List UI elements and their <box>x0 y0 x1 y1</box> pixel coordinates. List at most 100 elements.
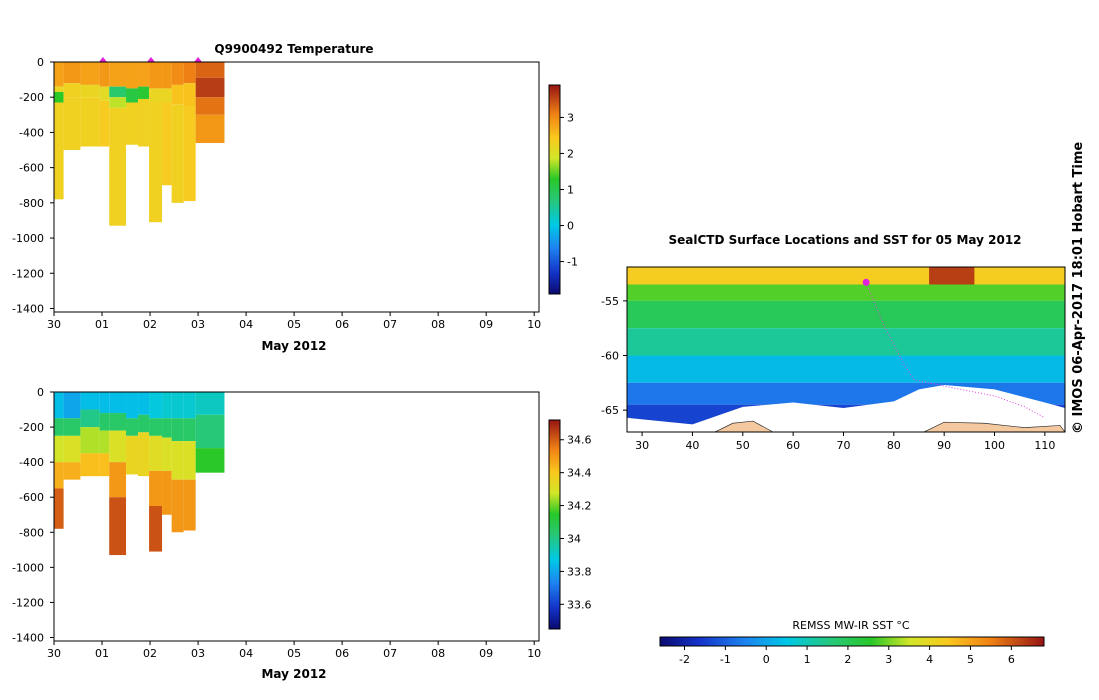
sst-colorbar-tick-label: 0 <box>763 653 770 666</box>
map-frame <box>626 266 1066 433</box>
temperature-panel: Q9900492 Temperature 30 01 02 03 04 05 06 07 08 0… <box>12 42 578 353</box>
y-tick-label: -400 <box>19 456 44 469</box>
sst-colorbar-tick-label: -2 <box>679 653 690 666</box>
profile-9-layer-1 <box>171 418 184 442</box>
profile-10-layer-2 <box>183 106 196 202</box>
profile-11-layer-3 <box>195 114 225 143</box>
salinity-frame <box>53 391 540 642</box>
profile-4-layer-3 <box>109 107 127 226</box>
x-tick-label: 05 <box>287 318 301 331</box>
colorbar-tick-label: 34.2 <box>567 500 592 513</box>
colorbar-tick-label: 1 <box>567 184 574 197</box>
profile-10-layer-0 <box>183 62 196 84</box>
profile-5-layer-2 <box>126 102 139 145</box>
sst-colorbar-tick-label: 2 <box>844 653 851 666</box>
x-tick-label: 07 <box>383 647 397 660</box>
profile-11-layer-2 <box>195 448 225 473</box>
map-x-tick-label: 60 <box>786 439 800 452</box>
float-position-marker <box>147 57 155 62</box>
temperature-frame <box>53 61 540 313</box>
profile-11-layer-0 <box>195 392 225 415</box>
profile-9-layer-1 <box>171 84 184 105</box>
profile-3-layer-1 <box>99 413 110 431</box>
y-tick-label: 0 <box>37 56 44 69</box>
x-tick-label: 03 <box>191 318 205 331</box>
profile-7-layer-2 <box>149 435 163 471</box>
profile-8-layer-0 <box>162 62 172 89</box>
antarctica-land-1 <box>923 421 1065 432</box>
colorbar-tick-label: 34.6 <box>567 434 592 447</box>
profile-9-layer-3 <box>171 479 184 533</box>
copyright-text: © IMOS 06-Apr-2017 18:01 Hobart Time <box>1071 142 1086 434</box>
colorbar-tick-label: 0 <box>567 220 574 233</box>
map-y-tick-label: -55 <box>601 295 619 308</box>
map-x-tick-label: 30 <box>635 439 649 452</box>
profile-9-layer-2 <box>171 104 184 203</box>
y-tick-label: -200 <box>19 421 44 434</box>
sst-colorbar-bar <box>659 636 1045 647</box>
x-tick-label: 06 <box>335 647 349 660</box>
temperature-title: Q9900492 Temperature <box>214 42 373 56</box>
temperature-cells <box>54 62 225 226</box>
y-tick-label: -1200 <box>12 267 44 280</box>
temperature-colorbar-ticks: -1 0 1 2 3 <box>560 111 578 269</box>
profile-5-layer-1 <box>126 418 139 436</box>
sst-colorbar-tick-label: 3 <box>885 653 892 666</box>
salinity-x-ticks: 30 01 02 03 04 05 06 07 08 09 10 <box>47 641 541 660</box>
map-x-tick-label: 50 <box>736 439 750 452</box>
profile-2-layer-2 <box>80 427 100 454</box>
profile-7-layer-3 <box>149 470 163 506</box>
profile-7-layer-0 <box>149 62 163 89</box>
colorbar-tick-label: 34 <box>567 532 581 545</box>
x-tick-label: 09 <box>479 318 493 331</box>
profile-1-layer-1 <box>63 83 81 98</box>
profile-7-layer-1 <box>149 418 163 436</box>
profile-8-layer-2 <box>162 102 172 186</box>
map-x-tick-label: 100 <box>984 439 1005 452</box>
x-tick-label: 04 <box>239 318 253 331</box>
profile-0-layer-2 <box>54 91 64 103</box>
y-tick-label: -1200 <box>12 596 44 609</box>
salinity-panel: 30 01 02 03 04 05 06 07 08 09 10 0 -200 -400 -600 -800… <box>12 386 591 681</box>
profile-0-layer-0 <box>54 392 64 419</box>
profile-0-layer-1 <box>54 86 64 92</box>
profile-6-layer-1 <box>138 86 150 99</box>
profile-9-layer-2 <box>171 441 184 480</box>
salinity-cells <box>54 392 225 556</box>
sst-band-2 <box>627 300 1065 329</box>
map-x-tick-label: 90 <box>937 439 951 452</box>
float-position-marker <box>194 57 203 62</box>
map-x-tick-label: 70 <box>836 439 850 452</box>
x-tick-label: 06 <box>335 318 349 331</box>
sst-band-1 <box>627 284 1065 301</box>
sst-colorbar-ticks: -2 -1 0 1 2 3 4 5 6 <box>679 646 1015 666</box>
map-y-ticks: -55 -60 -65 <box>601 295 627 417</box>
profile-4-layer-3 <box>109 462 127 498</box>
profile-2-layer-1 <box>80 84 100 98</box>
sst-band-3 <box>627 328 1065 356</box>
salinity-colorbar: 33.6 33.8 34 34.2 34.4 34.6 <box>548 419 592 630</box>
profile-0-layer-3 <box>54 102 64 200</box>
y-tick-label: -800 <box>19 526 44 539</box>
profile-0-layer-2 <box>54 435 64 463</box>
sst-band-0 <box>627 267 1065 285</box>
y-tick-label: 0 <box>37 386 44 399</box>
x-tick-label: 30 <box>47 318 61 331</box>
sst-colorbar-tick-label: 4 <box>926 653 933 666</box>
profile-1-layer-1 <box>63 418 81 436</box>
profile-10-layer-0 <box>183 392 196 419</box>
temperature-x-label: May 2012 <box>261 339 326 353</box>
y-tick-label: -1400 <box>12 631 44 644</box>
profile-1-layer-0 <box>63 62 81 84</box>
map-y-tick-label: -60 <box>601 350 619 363</box>
profile-4-layer-4 <box>109 497 127 556</box>
profile-8-layer-1 <box>162 418 172 438</box>
x-tick-label: 07 <box>383 318 397 331</box>
profile-2-layer-0 <box>80 62 100 85</box>
x-tick-label: 08 <box>431 318 445 331</box>
profile-3-layer-0 <box>99 62 110 87</box>
x-tick-label: 08 <box>431 647 445 660</box>
y-tick-label: -1000 <box>12 232 44 245</box>
y-tick-label: -400 <box>19 126 44 139</box>
y-tick-label: -1000 <box>12 561 44 574</box>
